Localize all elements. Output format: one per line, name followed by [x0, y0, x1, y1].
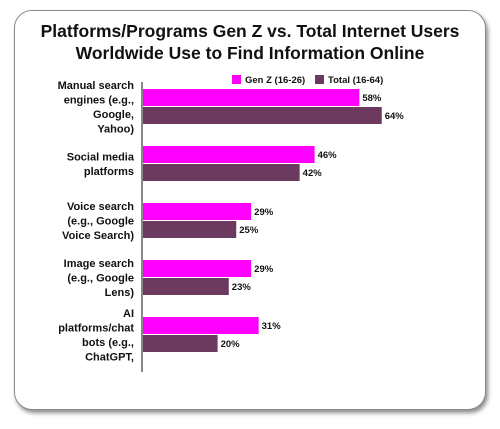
bar-total [143, 221, 237, 238]
category-label: Voice search (e.g., Google Voice Search) [62, 201, 134, 242]
data-label: 31% [262, 321, 282, 332]
bar-genz [143, 260, 252, 277]
category-label-line: Google, [93, 109, 134, 121]
category-label-line: Lens) [105, 287, 135, 299]
legend-swatch [315, 75, 324, 84]
category-label-line: Social media [67, 151, 135, 163]
category-label: AI platforms/chat bots (e.g., ChatGPT, [58, 308, 134, 364]
category-label-line: platforms [84, 166, 134, 178]
category-label: Manual search engines (e.g., Google, Yahoo) [58, 80, 135, 136]
legend-swatch [232, 75, 241, 84]
chart-title-line-1: Platforms/Programs Gen Z vs. Total Inter… [40, 21, 460, 41]
bar-total [143, 278, 229, 295]
data-label: 42% [303, 168, 323, 179]
category-label-line: bots (e.g., [82, 337, 134, 349]
bar-genz [143, 317, 259, 334]
category-label-line: Voice search [67, 201, 134, 213]
bar-total [143, 164, 300, 181]
category-label-line: AI [123, 308, 134, 320]
chart-title: Platforms/Programs Gen Z vs. Total Inter… [15, 20, 485, 64]
bar-total [143, 335, 218, 352]
category-label-line: ChatGPT, [85, 351, 134, 363]
category-label-line: (e.g., Google [67, 216, 134, 228]
data-label: 29% [254, 207, 274, 218]
data-label: 64% [385, 111, 405, 122]
bar-genz [143, 89, 360, 106]
category-label-line: (e.g., Google [67, 273, 134, 285]
category-label-line: platforms/chat [58, 322, 134, 334]
category-label-line: engines (e.g., [64, 94, 134, 106]
category-label: Social media platforms [67, 151, 135, 178]
category-label-line: Voice Search) [62, 230, 134, 242]
bar-genz [143, 146, 315, 163]
data-label: 23% [232, 282, 252, 293]
chart-card: Platforms/Programs Gen Z vs. Total Inter… [14, 10, 486, 410]
legend-label: Total (16-64) [328, 75, 383, 86]
chart-title-line-2: Worldwide Use to Find Information Online [75, 43, 425, 63]
category-label: Image search (e.g., Google Lens) [64, 258, 135, 299]
data-label: 46% [318, 150, 338, 161]
bar-genz [143, 203, 252, 220]
category-label-line: Yahoo) [97, 123, 134, 135]
category-label-line: Image search [64, 258, 135, 270]
data-label: 20% [221, 339, 241, 350]
category-label-line: Manual search [58, 80, 135, 92]
data-label: 25% [239, 225, 259, 236]
bar-total [143, 107, 382, 124]
data-label: 29% [254, 264, 274, 275]
legend-label: Gen Z (16-26) [245, 75, 305, 86]
data-label: 58% [362, 93, 382, 104]
